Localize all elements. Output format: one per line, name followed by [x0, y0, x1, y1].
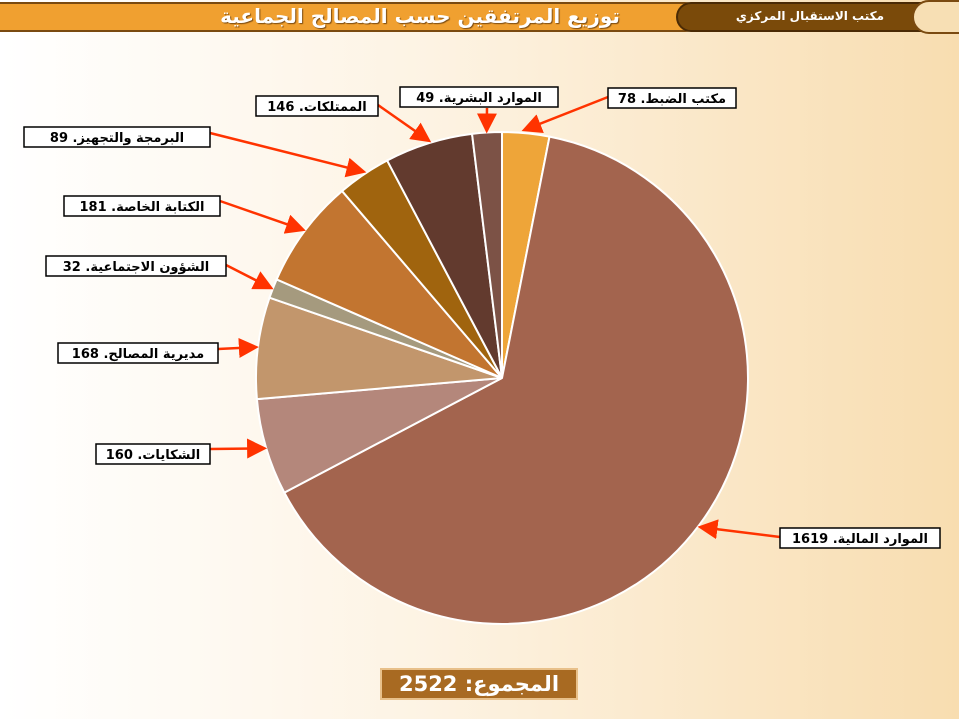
data-label: البرمجة والتجهيز. 89: [50, 131, 184, 146]
total-badge: المجموع: 2522: [380, 668, 578, 700]
data-label-box: [23, 126, 211, 148]
data-label-box: [45, 255, 227, 277]
page-title: توزيع المرتفقين حسب المصالح الجماعية: [220, 4, 620, 28]
data-label: مديرية المصالح. 168: [72, 347, 204, 362]
leader-line: [217, 337, 259, 358]
data-label: الموارد البشرية. 49: [416, 91, 542, 106]
office-banner: [676, 2, 959, 32]
data-label: الممتلكات. 146: [267, 100, 367, 115]
leader-line: [209, 438, 268, 459]
data-label-box: [607, 87, 737, 109]
leader-line: [225, 263, 274, 290]
data-label-box: [95, 443, 211, 465]
leader-line: [209, 131, 367, 178]
data-label-box: [63, 195, 221, 217]
data-label: الشكايات. 160: [106, 448, 200, 463]
leader-line: [697, 519, 781, 540]
header: توزيع المرتفقين حسب المصالح الجماعية مكت…: [0, 0, 959, 40]
data-label-box: [255, 95, 379, 117]
data-label: الشؤون الاجتماعية. 32: [63, 260, 209, 275]
leader-line: [219, 199, 306, 234]
data-label-box: [779, 527, 941, 549]
data-label: الكتابة الخاصة. 181: [79, 200, 204, 215]
leader-line: [521, 95, 609, 133]
leader-line: [377, 103, 432, 143]
office-label: مكتب الاستقبال المركزي: [735, 9, 885, 23]
title-banner: [0, 2, 700, 32]
data-label-box: [399, 86, 559, 108]
data-label: مكتب الضبط. 78: [618, 92, 726, 107]
data-label: الموارد المالية. 1619: [792, 532, 928, 547]
corner-decoration: [912, 0, 959, 34]
data-label-box: [57, 342, 219, 364]
